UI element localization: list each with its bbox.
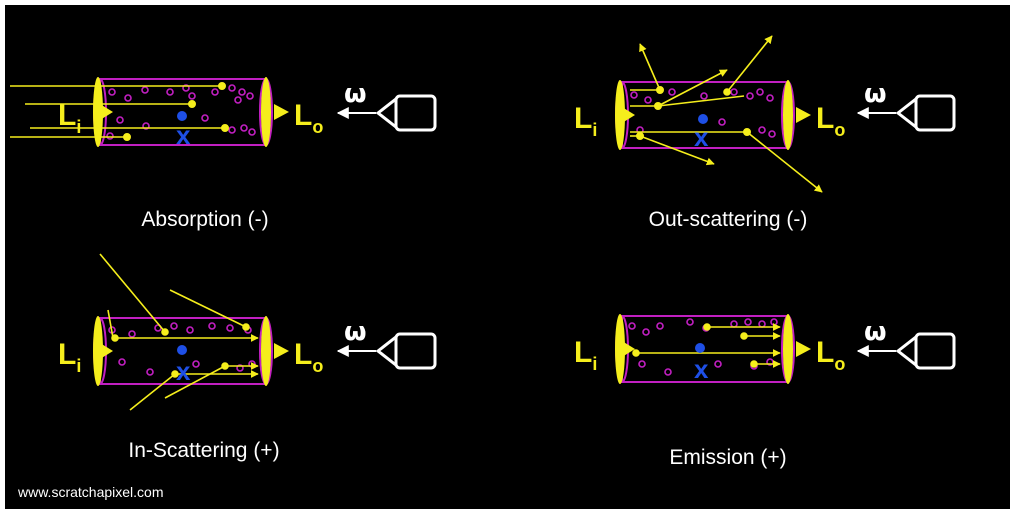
- panel-title: In-Scattering (+): [128, 439, 279, 462]
- point-x-label: x: [176, 120, 191, 150]
- panel-emission: Li Lo x ω Emission (+): [574, 314, 956, 469]
- light-rays: [632, 323, 781, 368]
- camera-icon: [375, 332, 437, 370]
- incoming-arrow-icon: [622, 341, 635, 357]
- particles: [108, 322, 256, 376]
- incoming-arrow-icon: [622, 107, 635, 123]
- point-x-label: x: [176, 356, 191, 386]
- segment-cylinder: [93, 77, 273, 147]
- particles: [106, 84, 256, 140]
- outgoing-arrow-icon: [796, 107, 811, 123]
- outgoing-arrow-icon: [796, 341, 811, 357]
- direction-omega-label: ω: [344, 79, 367, 109]
- light-rays: [10, 82, 230, 142]
- camera-icon: [895, 94, 956, 132]
- incoming-radiance-label: Li: [58, 99, 81, 137]
- point-x-label: x: [694, 354, 709, 384]
- direction-omega-label: ω: [344, 317, 367, 347]
- incoming-radiance-label: Li: [574, 336, 597, 374]
- sample-point: [177, 345, 187, 355]
- panel-absorption: Li Lo x ω Absorption (-): [10, 77, 437, 231]
- particles: [630, 88, 776, 138]
- watermark: www.scratchapixel.com: [17, 484, 164, 500]
- outgoing-arrow-icon: [274, 104, 289, 120]
- incoming-radiance-label: Li: [58, 338, 81, 376]
- outgoing-radiance-label: Lo: [294, 99, 323, 137]
- panel-title: Emission (+): [669, 446, 786, 469]
- panel-title: Out-scattering (-): [649, 208, 808, 231]
- light-rays: [630, 35, 823, 193]
- segment-cylinder: [93, 316, 273, 386]
- sample-point: [698, 114, 708, 124]
- diagram-background: [5, 5, 1010, 509]
- direction-omega-label: ω: [864, 79, 887, 109]
- incoming-arrow-icon: [100, 343, 113, 359]
- camera-icon: [375, 94, 437, 132]
- outgoing-radiance-label: Lo: [816, 102, 845, 140]
- outgoing-arrow-icon: [274, 343, 289, 359]
- sample-point: [177, 111, 187, 121]
- incoming-arrow-icon: [100, 104, 113, 120]
- incoming-radiance-label: Li: [574, 102, 597, 140]
- light-rays: [99, 253, 259, 411]
- panel-title: Absorption (-): [141, 208, 268, 231]
- point-x-label: x: [694, 122, 709, 152]
- panel-in-scattering: Li Lo x ω In-Scattering (+): [58, 253, 437, 462]
- sample-point: [695, 343, 705, 353]
- direction-omega-label: ω: [864, 317, 887, 347]
- panel-out-scattering: Li Lo x ω Out-scattering (-): [574, 35, 956, 231]
- outgoing-radiance-label: Lo: [294, 338, 323, 376]
- camera-icon: [895, 332, 956, 370]
- outgoing-radiance-label: Lo: [816, 336, 845, 374]
